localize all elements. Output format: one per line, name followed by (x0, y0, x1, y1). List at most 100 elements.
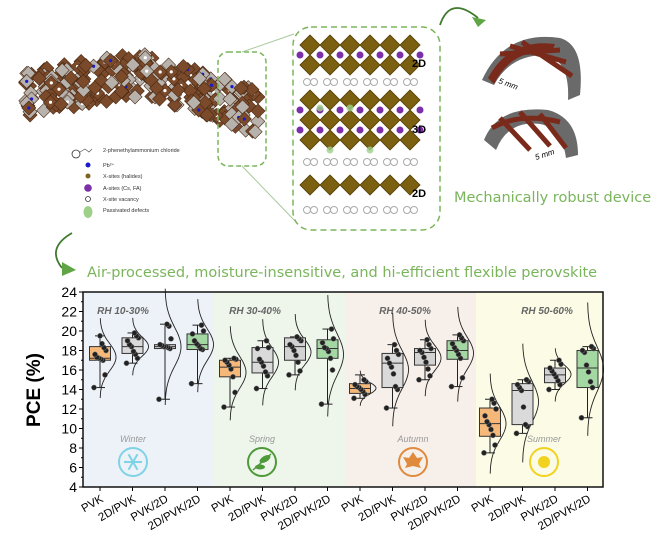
octahedron (319, 129, 341, 151)
octahedron (250, 103, 266, 119)
box-summer-2d-pvk-2d (576, 302, 604, 436)
layer-label-3d: 3D (412, 124, 426, 136)
site-dot (29, 97, 34, 101)
data-point (286, 372, 292, 378)
box (89, 346, 111, 361)
data-point (351, 395, 357, 402)
legend-label: A-sites (Cs, FA) (103, 186, 142, 192)
octahedron (113, 69, 129, 85)
octahedron (212, 91, 228, 107)
octahedron (299, 89, 321, 111)
octahedron (359, 174, 381, 196)
data-point (253, 385, 260, 392)
a-site-dot (396, 51, 404, 59)
site-dot (143, 56, 147, 60)
data-point (417, 347, 423, 354)
data-point (388, 364, 395, 370)
octahedron (339, 109, 361, 131)
octahedron (235, 99, 251, 115)
distribution-curve (424, 319, 442, 397)
maple-leaf-icon (398, 447, 428, 477)
data-point (459, 374, 466, 381)
data-point (94, 354, 100, 361)
data-point (195, 342, 202, 349)
distribution-curve (489, 373, 507, 474)
data-point (165, 344, 171, 351)
organic-spacer (410, 158, 418, 166)
legend-label: X-site vacancy (103, 197, 139, 203)
box-autumn-pvk (349, 370, 377, 406)
data-point (318, 401, 325, 407)
distribution-curve (229, 326, 247, 421)
arrow-head-icon (472, 17, 486, 27)
octahedron (299, 174, 321, 196)
distribution-curve (132, 317, 149, 376)
octahedron (170, 82, 186, 98)
octahedron (244, 81, 260, 97)
site-dot (57, 87, 61, 91)
distribution-curve (392, 312, 409, 427)
data-point (191, 337, 198, 344)
data-point (354, 383, 360, 390)
data-point (262, 369, 269, 375)
organic-spacer (390, 206, 398, 214)
octahedron (87, 80, 103, 96)
data-point (231, 355, 237, 362)
data-point (289, 343, 295, 350)
a-site-dot (376, 106, 384, 114)
data-point (258, 359, 265, 366)
site-dot (158, 70, 162, 74)
curved-arrow-left-icon (55, 232, 73, 269)
data-point (159, 342, 165, 349)
distribution-curve (554, 348, 572, 402)
data-point (99, 340, 105, 347)
data-point (362, 391, 368, 398)
x-tick-label: 2D/PVK/2D (536, 493, 593, 533)
data-point (157, 341, 163, 348)
data-point (221, 404, 227, 410)
octahedron (114, 83, 130, 99)
rh-label: RH 30-40% (229, 306, 281, 317)
data-point (323, 345, 330, 352)
legend-label: 2-phenethylammonium chloride (103, 148, 180, 154)
box (251, 347, 274, 374)
device-caption: Mechanically robust device (454, 190, 651, 206)
data-point (423, 359, 429, 366)
data-point (488, 426, 494, 433)
data-point (585, 369, 592, 375)
organic-spacer (310, 206, 318, 214)
distribution-curve (164, 288, 182, 406)
site-dot (145, 69, 149, 73)
box-spring-2d-pvk-2d (316, 295, 344, 417)
data-point (92, 351, 98, 358)
data-point (489, 396, 495, 403)
a-site-dot (296, 106, 304, 114)
x-tick-label: 2D/PVK (487, 493, 529, 524)
data-point (100, 357, 106, 364)
data-point (513, 430, 520, 437)
organic-spacer (403, 78, 411, 86)
y-tick-label: 6 (69, 460, 77, 476)
data-point (394, 386, 401, 393)
data-point (124, 337, 131, 344)
data-point (393, 347, 400, 354)
data-point (294, 334, 300, 340)
data-point (197, 345, 204, 352)
organic-spacer (323, 78, 331, 86)
legend-label: Passivated defects (103, 208, 149, 214)
distribution-curve (522, 343, 539, 463)
octahedron (199, 107, 215, 123)
data-point (386, 360, 393, 367)
data-point (128, 343, 135, 350)
organic-spacer (343, 158, 351, 166)
arrow-head-left-icon (62, 262, 76, 276)
zoom-region-box (217, 51, 267, 167)
data-point (493, 406, 499, 412)
octahedron (339, 89, 361, 111)
organic-spacer (363, 206, 371, 214)
x-tick-label: PVK/2D (519, 493, 560, 524)
site-dot (242, 117, 246, 121)
olive-dot-icon (85, 173, 91, 179)
octahedron (104, 75, 120, 91)
data-point (491, 400, 497, 406)
